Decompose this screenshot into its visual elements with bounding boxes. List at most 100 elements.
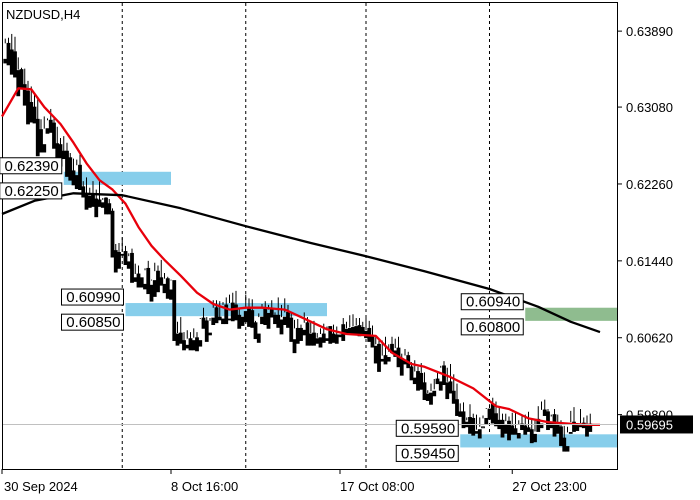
- y-tick-label-1: 0.63890: [626, 24, 673, 39]
- candle-body-52: [169, 289, 173, 300]
- candle-body-95: [308, 333, 313, 346]
- zone-4-label-box-2: [395, 444, 459, 462]
- candle-body-37: [120, 253, 125, 256]
- last-price-label: 0.59695: [626, 417, 673, 432]
- y-tick-label-5: 0.60620: [626, 331, 673, 346]
- candle-body-19: [61, 150, 66, 160]
- candle-body-33: [107, 203, 112, 215]
- candle-body-142: [461, 411, 466, 429]
- candle-body-150: [487, 408, 492, 420]
- candle-body-63: [204, 320, 209, 342]
- candle-body-97: [315, 338, 320, 344]
- candle-body-127: [412, 377, 417, 385]
- candle-body-58: [188, 338, 193, 351]
- candle-body-140: [455, 399, 459, 416]
- candle-body-100: [325, 338, 329, 341]
- candle-body-79: [256, 333, 261, 343]
- candle-body-72: [234, 304, 238, 321]
- last-price-box: [620, 415, 693, 434]
- candle-body-173: [562, 437, 567, 452]
- candle-body-4: [13, 51, 17, 78]
- zone-4-label-box-1: [395, 419, 459, 437]
- x-tick-label-2: 8 Oct 16:00: [171, 479, 238, 494]
- candle-body-57: [185, 344, 190, 349]
- candle-body-152: [494, 413, 498, 427]
- zone-4-label-1: 0.59590: [401, 420, 455, 437]
- candle-body-96: [312, 332, 316, 346]
- candle-body-149: [484, 417, 489, 425]
- candle-body-87: [282, 316, 287, 326]
- candle-body-76: [247, 307, 251, 327]
- candle-body-60: [195, 337, 199, 352]
- candle-body-14: [45, 128, 50, 134]
- zone-3-label-1: 0.60940: [466, 294, 520, 311]
- candle-body-31: [100, 202, 105, 208]
- candle-body-155: [503, 424, 508, 434]
- candle-body-90: [292, 339, 297, 354]
- candle-body-104: [338, 334, 342, 338]
- candle-body-86: [279, 319, 284, 335]
- candle-body-42: [136, 273, 141, 288]
- candle-body-131: [425, 393, 430, 401]
- candle-body-45: [146, 267, 151, 295]
- candle-body-129: [419, 372, 424, 390]
- candle-body-64: [208, 332, 212, 336]
- candle-body-154: [500, 419, 505, 438]
- zone-3-rect: [525, 307, 617, 321]
- candle-body-158: [513, 428, 518, 435]
- candle-body-20: [65, 150, 69, 177]
- zone-2-label-1: 0.60990: [66, 289, 120, 306]
- candle-body-36: [117, 252, 121, 269]
- moving-average-line-1: [1, 87, 600, 427]
- candle-body-38: [123, 251, 128, 265]
- candle-body-34: [110, 210, 115, 258]
- candle-body-168: [546, 411, 550, 431]
- candle-body-159: [516, 432, 521, 439]
- candle-body-44: [143, 283, 147, 290]
- zone-2-label-box-2: [61, 313, 124, 331]
- candle-body-134: [435, 378, 440, 385]
- candle-body-164: [533, 433, 537, 443]
- candle-body-73: [237, 314, 242, 329]
- chart-title: NZDUSD,H4: [6, 7, 80, 22]
- candle-body-65: [211, 317, 216, 326]
- candle-body-111: [360, 327, 365, 336]
- candle-body-163: [529, 429, 534, 444]
- candle-body-147: [477, 429, 482, 439]
- candle-body-88: [286, 312, 290, 328]
- candle-body-135: [438, 381, 443, 391]
- candle-body-41: [133, 277, 138, 282]
- candle-body-15: [48, 119, 53, 133]
- candle-body-133: [432, 390, 437, 397]
- x-tick-label-3: 17 Oct 08:00: [340, 479, 414, 494]
- candle-body-83: [269, 309, 274, 318]
- candle-body-161: [523, 425, 528, 435]
- candle-body-157: [510, 425, 515, 435]
- candle-body-93: [302, 329, 307, 336]
- candle-body-141: [458, 411, 463, 417]
- candle-body-103: [334, 334, 339, 344]
- candle-body-123: [399, 357, 404, 376]
- candle-body-30: [97, 199, 102, 207]
- candle-body-43: [139, 277, 144, 288]
- plot-frame: [2, 2, 618, 470]
- zone-1-label-2: 0.62250: [5, 183, 59, 200]
- candle-body-50: [162, 283, 167, 294]
- candle-body-162: [526, 427, 531, 432]
- zone-4-label-2: 0.59450: [401, 445, 455, 462]
- zone-3-label-2: 0.60800: [466, 319, 520, 336]
- candle-body-26: [84, 192, 89, 210]
- candle-body-68: [221, 318, 225, 325]
- candle-body-40: [130, 252, 134, 283]
- candle-body-119: [386, 357, 391, 362]
- candle-body-94: [305, 322, 310, 346]
- candle-body-62: [201, 317, 206, 329]
- candle-body-74: [240, 316, 245, 326]
- candle-body-146: [474, 431, 479, 434]
- candle-body-32: [104, 197, 108, 215]
- candle-body-174: [565, 446, 570, 452]
- candle-body-75: [243, 311, 248, 323]
- candle-body-81: [263, 307, 268, 326]
- candle-body-67: [217, 316, 222, 321]
- candle-body-53: [172, 280, 177, 341]
